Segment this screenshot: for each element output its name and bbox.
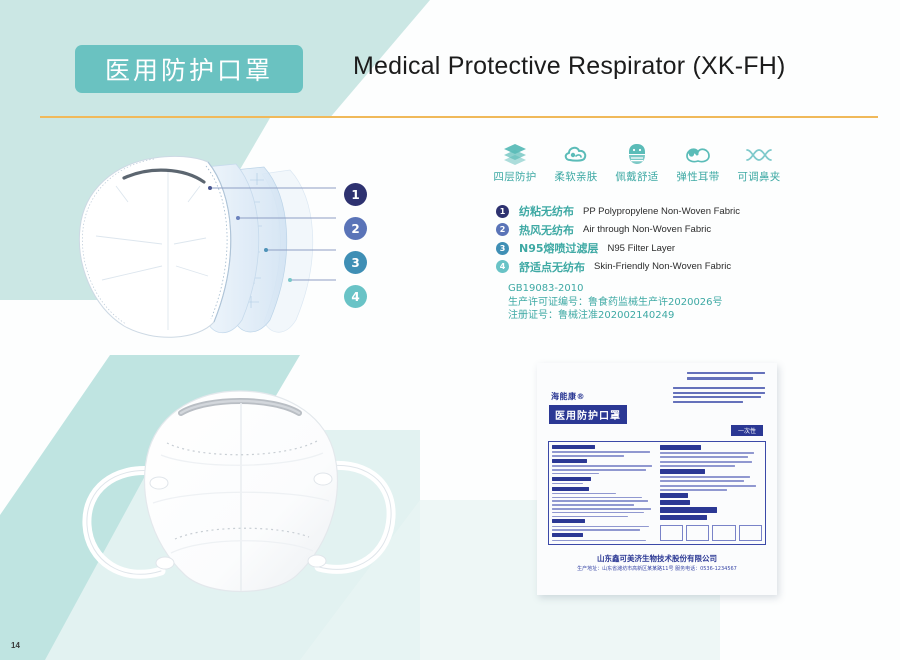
exploded-layer-diagram	[58, 140, 388, 350]
layer-label-cn: 热风无纺布	[519, 223, 574, 237]
layer-number-badge: 1	[496, 204, 509, 218]
callout-number-2: 2	[344, 217, 367, 240]
feature-label: 四层防护	[493, 171, 537, 183]
package-address: 生产地址：山东省潍坊市高新区某某路11号 服务电话：0536-1234567	[577, 566, 737, 572]
feature-label: 可调鼻夹	[737, 171, 781, 183]
package-text-column-left	[552, 445, 655, 542]
face-mask-icon	[609, 138, 665, 166]
soft-cloud-icon	[548, 138, 604, 166]
package-text-column-right	[659, 445, 762, 542]
callout-number-1: 1	[344, 183, 367, 206]
layer-item: 1 纺粘无纺布 PP Polypropylene Non-Woven Fabri…	[496, 202, 796, 221]
ear-loop-icon	[670, 138, 726, 166]
layer-label-en: Skin-Friendly Non-Woven Fabric	[594, 261, 732, 273]
callout-number-3: 3	[344, 251, 367, 274]
layer-label-en: PP Polypropylene Non-Woven Fabric	[583, 205, 741, 217]
feature-soft-skin-friendly: 柔软亲肤	[548, 138, 604, 188]
layer-description-list: 1 纺粘无纺布 PP Polypropylene Non-Woven Fabri…	[496, 202, 796, 276]
feature-comfortable-wear: 佩戴舒适	[609, 138, 665, 188]
layer-item: 3 N95熔喷过滤层 N95 Filter Layer	[496, 239, 796, 258]
layer-number-badge: 2	[496, 223, 509, 237]
feature-four-layer-protection: 四层防护	[487, 138, 543, 188]
layer-number-badge: 3	[496, 241, 509, 255]
layer-label-cn: N95熔喷过滤层	[519, 242, 599, 256]
page-number: 14	[11, 641, 20, 650]
package-company-name: 山东鑫可美济生物技术股份有限公司	[597, 554, 717, 563]
title-badge-chinese: 医用防护口罩	[75, 45, 303, 93]
package-spec-lines	[673, 387, 765, 403]
production-license: 生产许可证编号：鲁食药监械生产许2020026号	[508, 296, 723, 308]
header-divider	[40, 116, 878, 118]
layers-icon	[487, 138, 543, 166]
layer-item: 2 热风无纺布 Air through Non-Woven Fabric	[496, 221, 796, 240]
layer-number-badge: 4	[496, 260, 509, 274]
layer-label-cn: 舒适点无纺布	[519, 260, 585, 274]
package-product-title: 医用防护口罩	[549, 405, 627, 424]
package-code-lines	[687, 372, 765, 380]
diagram-callout-numbers: 1 2 3 4	[336, 183, 382, 309]
package-instruction-panel	[548, 441, 766, 545]
layer-label-cn: 纺粘无纺布	[519, 205, 574, 219]
respirator-product-photo	[75, 385, 405, 620]
registration-number: 注册证号：鲁械注准202002140249	[508, 310, 675, 321]
package-brand-name: 海能康®	[551, 392, 585, 401]
callout-number-4: 4	[344, 285, 367, 308]
feature-label: 佩戴舒适	[615, 171, 659, 183]
package-corner-tag: 一次性	[730, 425, 763, 436]
feature-label: 弹性耳带	[676, 171, 720, 183]
page-title-english: Medical Protective Respirator (XK-FH)	[353, 52, 786, 80]
feature-adjustable-nose-clip: 可调鼻夹	[731, 138, 787, 188]
package-product-photo: 海能康® 医用防护口罩 一次性	[537, 363, 777, 595]
layer-label-en: N95 Filter Layer	[607, 242, 676, 254]
nose-clip-icon	[731, 138, 787, 166]
layer-label-en: Air through Non-Woven Fabric	[583, 224, 712, 236]
certification-block: GB19083-2010 生产许可证编号：鲁食药监械生产许2020026号 注册…	[508, 282, 723, 323]
feature-elastic-ear-loops: 弹性耳带	[670, 138, 726, 188]
feature-label: 柔软亲肤	[554, 171, 598, 183]
standard-number: GB19083-2010	[508, 283, 584, 294]
layer-item: 4 舒适点无纺布 Skin-Friendly Non-Woven Fabric	[496, 258, 796, 277]
feature-icon-strip: 四层防护 柔软亲肤	[487, 138, 787, 188]
